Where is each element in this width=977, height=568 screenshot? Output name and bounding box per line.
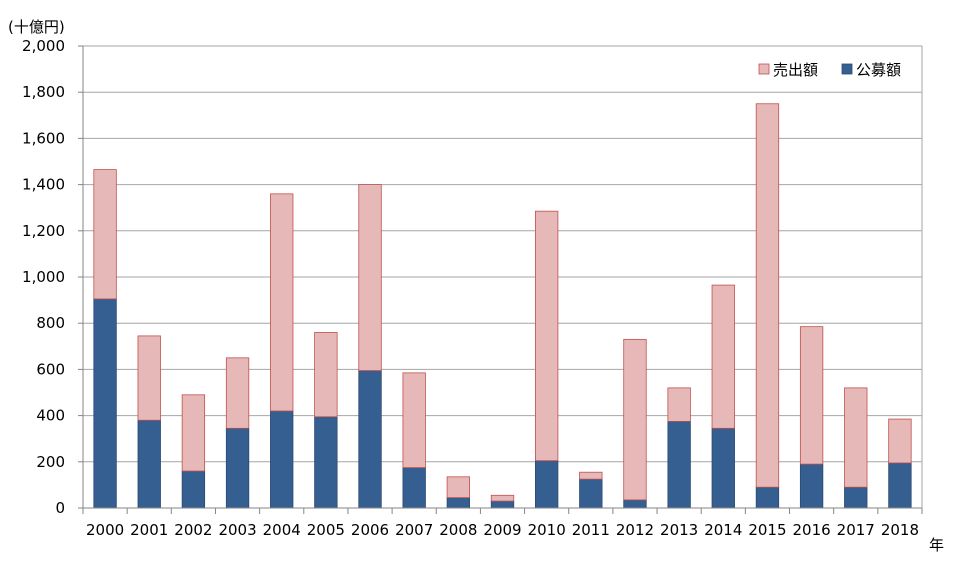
bar-売出額-2017 xyxy=(844,387,868,488)
bar-売出額-2000 xyxy=(93,169,117,300)
bar-売出額-2002 xyxy=(181,394,206,472)
y-tick-label: 1,200 xyxy=(22,222,65,240)
legend: 売出額 公募額 xyxy=(758,61,901,79)
y-tick-label: 800 xyxy=(36,314,65,332)
x-tick-label: 2015 xyxy=(748,521,786,539)
bar-公募額-2016 xyxy=(799,463,824,509)
bar-公募額-2017 xyxy=(844,486,868,509)
y-tick-label: 200 xyxy=(36,453,65,471)
bar-売出額-2011 xyxy=(579,471,603,480)
bar-公募額-2015 xyxy=(755,486,780,509)
bar-公募額-2001 xyxy=(137,419,161,509)
bar-売出額-2016 xyxy=(799,326,824,465)
x-tick-label: 2011 xyxy=(572,521,610,539)
x-tick-label: 2009 xyxy=(483,521,521,539)
x-tick-label: 2003 xyxy=(218,521,256,539)
x-tick-label: 2012 xyxy=(616,521,654,539)
x-tick-label: 2000 xyxy=(86,521,124,539)
bar-公募額-2010 xyxy=(534,460,559,509)
bars xyxy=(93,103,912,509)
bar-売出額-2003 xyxy=(225,357,250,429)
y-tick-label: 1,000 xyxy=(22,268,65,286)
x-tick-label: 2017 xyxy=(837,521,875,539)
x-tick-label: 2002 xyxy=(174,521,212,539)
x-tick-label: 2004 xyxy=(263,521,301,539)
bar-売出額-2014 xyxy=(711,284,735,429)
x-tick-label: 2014 xyxy=(704,521,742,539)
bar-売出額-2001 xyxy=(137,335,161,421)
bar-公募額-2007 xyxy=(402,467,426,509)
bar-売出額-2018 xyxy=(888,418,912,464)
bar-売出額-2004 xyxy=(270,193,294,412)
x-tick-label: 2006 xyxy=(351,521,389,539)
x-tick-label: 2008 xyxy=(439,521,477,539)
bar-公募額-2013 xyxy=(667,420,691,509)
x-tick-label: 2001 xyxy=(130,521,168,539)
y-tick-label: 1,800 xyxy=(22,83,65,101)
y-tick-label: 400 xyxy=(36,407,65,425)
x-tick-label: 2016 xyxy=(793,521,831,539)
gridlines xyxy=(83,45,923,508)
bar-公募額-2009 xyxy=(490,500,515,509)
x-tick-label: 2010 xyxy=(528,521,566,539)
y-tick-label: 0 xyxy=(55,499,65,517)
x-tick-label: 2005 xyxy=(307,521,345,539)
y-tick-label: 1,600 xyxy=(22,129,65,147)
x-unit-label: 年 xyxy=(929,536,944,554)
bar-売出額-2009 xyxy=(490,494,515,502)
legend-swatch-公募額 xyxy=(841,63,853,75)
legend-label-売出額: 売出額 xyxy=(773,61,818,79)
y-tick-label: 1,400 xyxy=(22,176,65,194)
bar-公募額-2018 xyxy=(888,462,912,509)
y-unit-label: (十億円) xyxy=(8,18,65,36)
y-tick-label: 600 xyxy=(36,360,65,378)
bar-公募額-2004 xyxy=(270,410,294,509)
bar-公募額-2012 xyxy=(623,499,647,509)
bar-売出額-2008 xyxy=(446,476,471,499)
bar-公募額-2005 xyxy=(314,416,338,509)
bar-公募額-2014 xyxy=(711,427,735,509)
bar-公募額-2000 xyxy=(93,298,117,509)
bar-公募額-2011 xyxy=(579,478,603,509)
y-tick-label: 2,000 xyxy=(22,37,65,55)
bar-売出額-2013 xyxy=(667,387,691,422)
bar-売出額-2010 xyxy=(534,210,559,462)
bar-売出額-2006 xyxy=(358,184,382,371)
bar-売出額-2012 xyxy=(623,338,647,501)
bar-売出額-2015 xyxy=(755,103,780,488)
axes: 0 200 400 600 800 1,000 1,200 1,400 1,600 1,800 2,… xyxy=(22,37,923,539)
x-tick-label: 2007 xyxy=(395,521,433,539)
x-tick-label: 2018 xyxy=(881,521,919,539)
bar-公募額-2003 xyxy=(225,427,250,509)
bar-売出額-2005 xyxy=(314,332,338,418)
bar-売出額-2007 xyxy=(402,372,426,468)
bar-公募額-2006 xyxy=(358,370,382,509)
legend-label-公募額: 公募額 xyxy=(856,61,901,79)
bar-公募額-2002 xyxy=(181,470,206,509)
bar-公募額-2008 xyxy=(446,497,471,509)
legend-swatch-売出額 xyxy=(758,63,770,75)
x-tick-label: 2013 xyxy=(660,521,698,539)
